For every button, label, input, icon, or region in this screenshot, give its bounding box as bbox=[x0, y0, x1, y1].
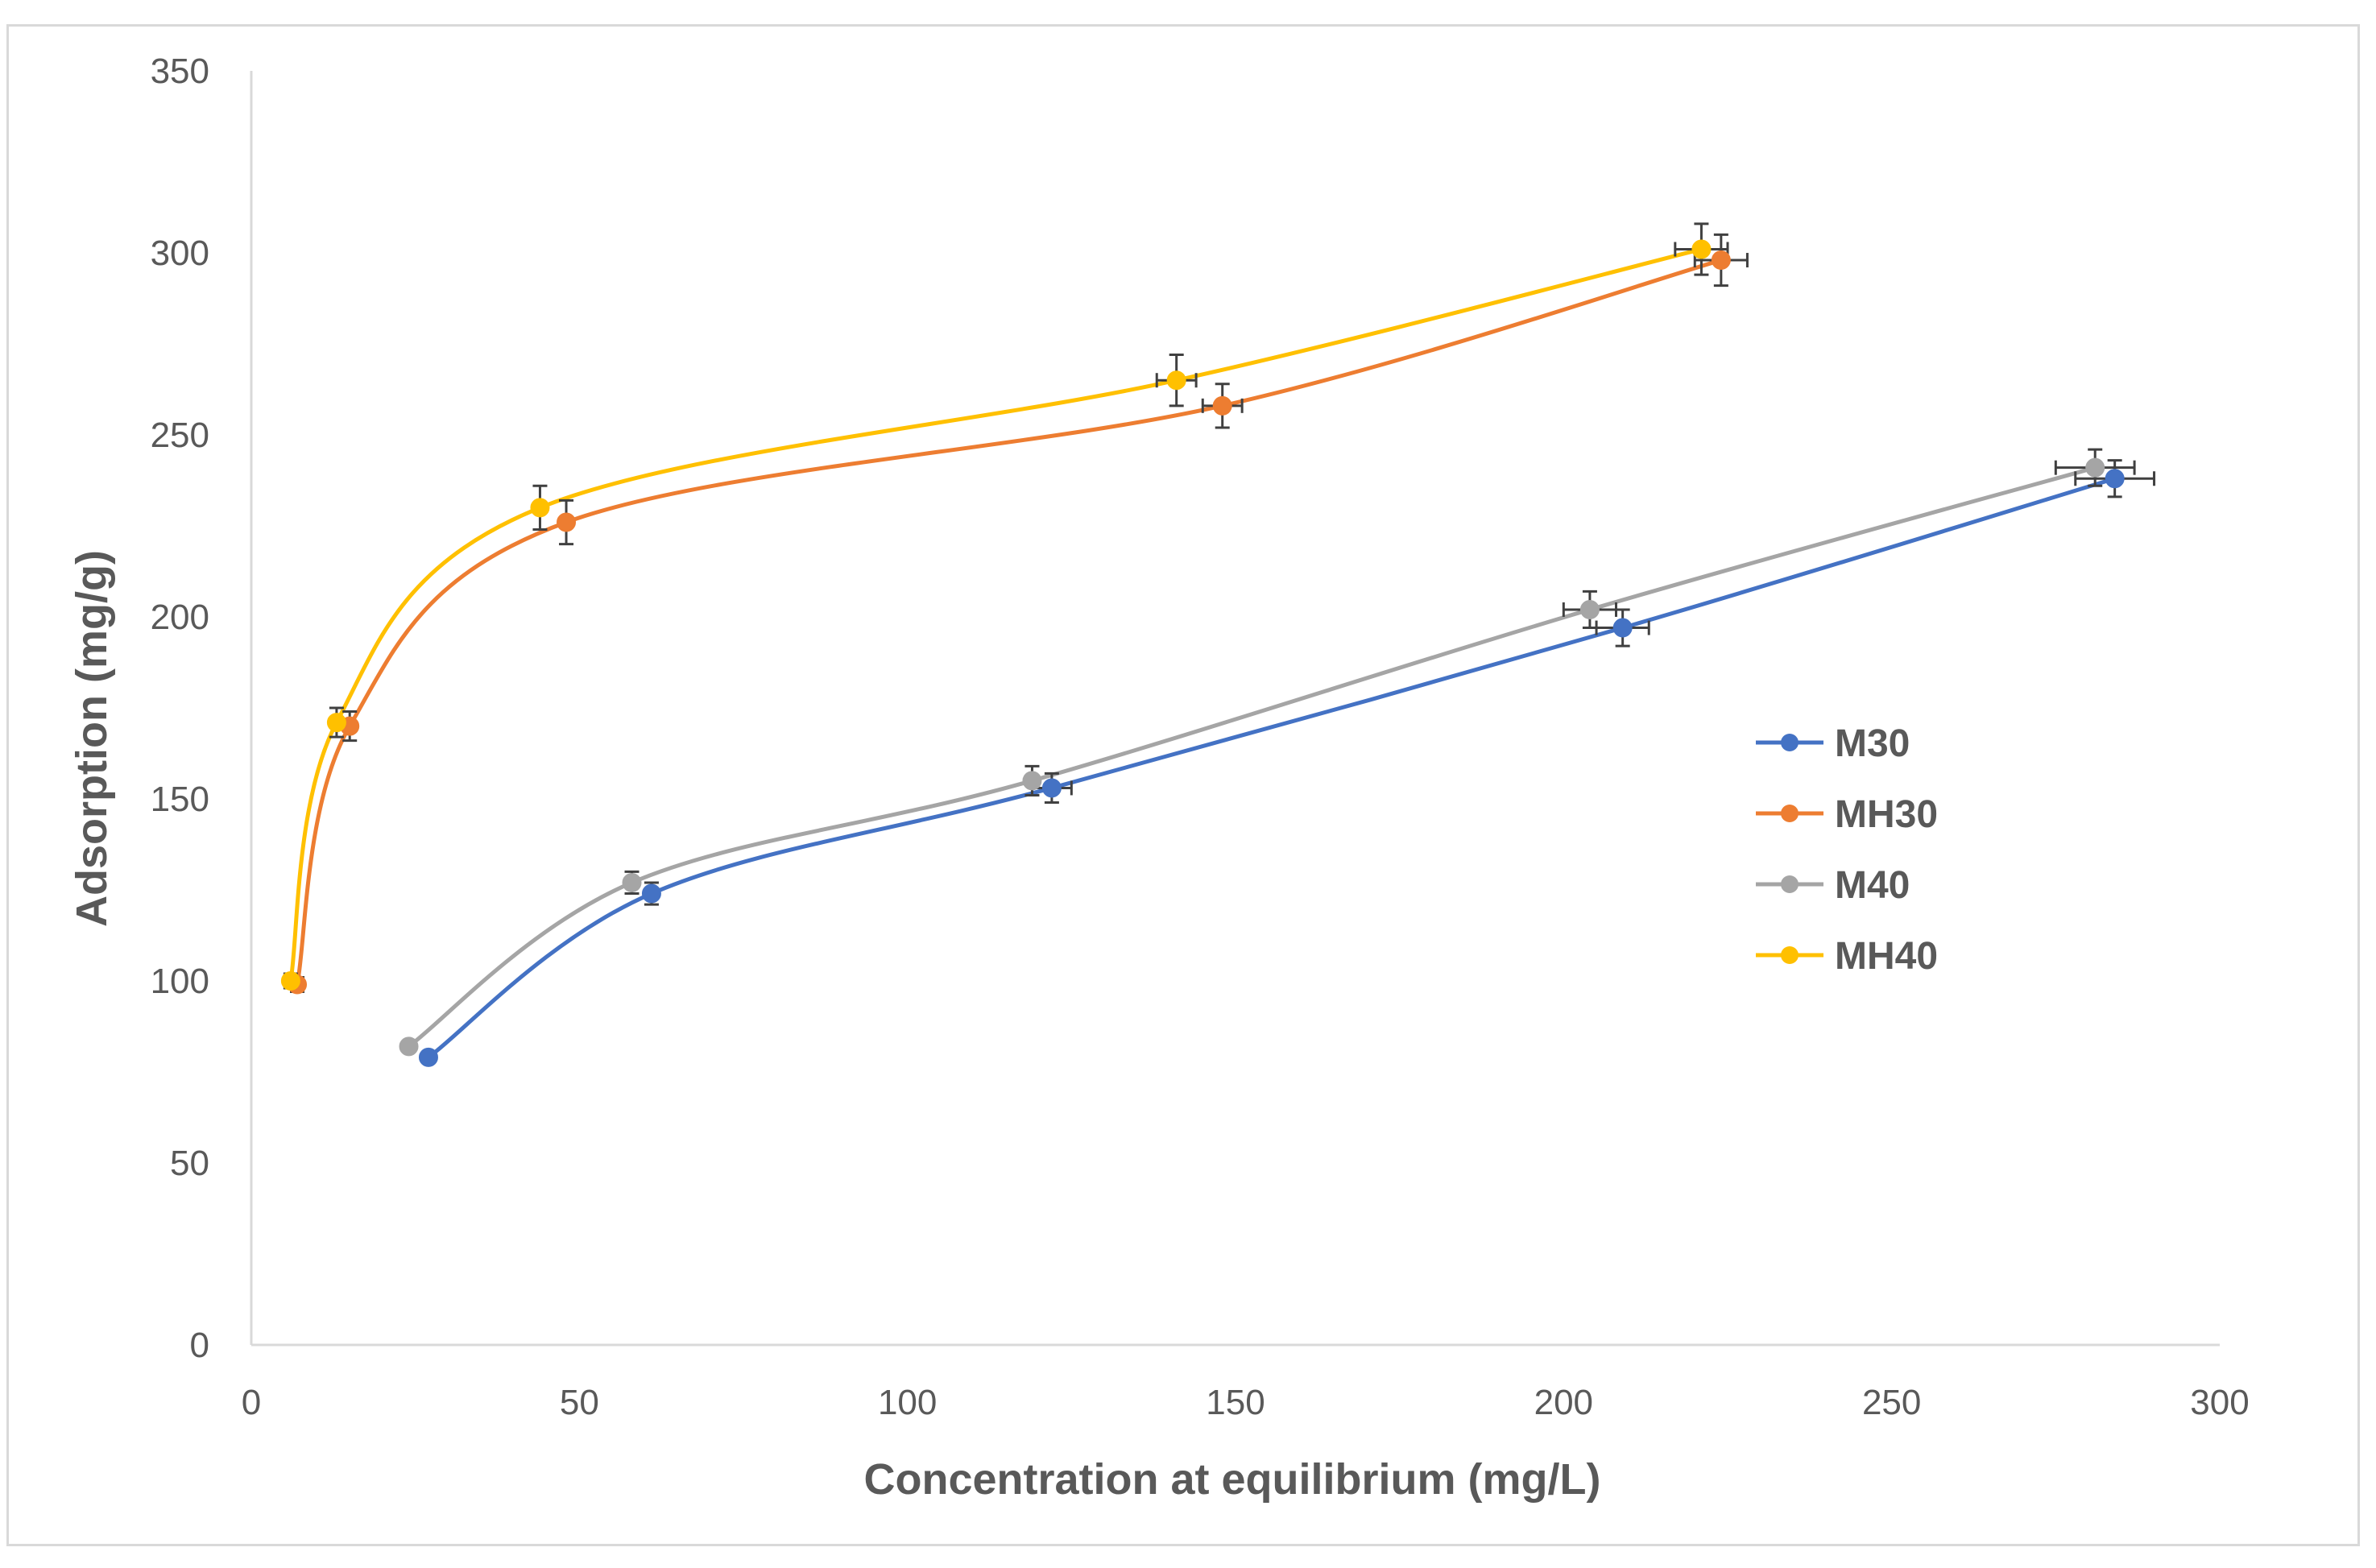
x-tick-label: 150 bbox=[1206, 1383, 1265, 1422]
data-point-m40 bbox=[2085, 457, 2105, 478]
series-line-m30 bbox=[426, 476, 2117, 1060]
data-point-m40 bbox=[399, 1036, 419, 1057]
series-line-mh30 bbox=[295, 258, 1724, 987]
x-tick-label: 100 bbox=[878, 1383, 937, 1422]
data-point-m30 bbox=[2105, 469, 2125, 489]
x-tick-label: 300 bbox=[2190, 1383, 2249, 1422]
data-point-mh40 bbox=[1691, 239, 1712, 259]
data-point-m40 bbox=[1579, 599, 1600, 619]
data-point-m30 bbox=[418, 1047, 438, 1067]
data-point-m40 bbox=[1022, 771, 1042, 791]
legend-item-mh30: MH30 bbox=[1756, 793, 1938, 836]
legend-label-m30: M30 bbox=[1835, 722, 1910, 765]
data-point-mh40 bbox=[1166, 370, 1186, 391]
data-point-mh30 bbox=[1711, 250, 1731, 271]
y-tick-label: 0 bbox=[190, 1326, 209, 1365]
series-line-m40 bbox=[407, 465, 2097, 1049]
legend-item-mh40: MH40 bbox=[1756, 935, 1938, 978]
y-tick-label: 100 bbox=[151, 962, 209, 1001]
x-tick-label: 0 bbox=[242, 1383, 261, 1422]
data-point-mh40 bbox=[326, 713, 346, 733]
data-point-mh40 bbox=[530, 498, 550, 518]
legend-label-m40: M40 bbox=[1835, 864, 1910, 907]
data-point-mh30 bbox=[1212, 395, 1232, 416]
legend-label-mh30: MH30 bbox=[1835, 793, 1938, 836]
axes bbox=[250, 71, 2220, 1347]
legend-marker-m40 bbox=[1781, 875, 1799, 893]
x-tick-label: 200 bbox=[1534, 1383, 1593, 1422]
data-point-m30 bbox=[641, 883, 661, 904]
data-point-m30 bbox=[1612, 618, 1633, 638]
chart-area bbox=[6, 24, 2360, 1546]
tick-labels: 0 50 100 150 200 250 300 0 50 100 150 200 250 300 350 bbox=[151, 52, 2250, 1422]
x-tick-label: 50 bbox=[560, 1383, 599, 1422]
legend: M30 MH30 M40 MH40 bbox=[1756, 722, 1938, 978]
data-point-mh30 bbox=[557, 512, 577, 532]
y-tick-label: 250 bbox=[151, 416, 209, 455]
legend-marker-mh40 bbox=[1781, 946, 1799, 964]
x-tick-label: 250 bbox=[1862, 1383, 1921, 1422]
y-axis-title: Adsorption (mg/g) bbox=[68, 550, 116, 927]
data-point-mh40 bbox=[280, 971, 300, 991]
series-line-mh40 bbox=[288, 246, 1703, 983]
legend-marker-m30 bbox=[1781, 734, 1799, 751]
data-points bbox=[280, 239, 2125, 1067]
x-axis-title: Concentration at equilibrium (mg/L) bbox=[864, 1455, 1601, 1504]
legend-item-m40: M40 bbox=[1756, 864, 1910, 907]
y-tick-label: 300 bbox=[151, 234, 209, 273]
y-tick-label: 200 bbox=[151, 598, 209, 637]
data-point-m40 bbox=[622, 872, 642, 892]
legend-marker-mh30 bbox=[1781, 805, 1799, 822]
data-point-m30 bbox=[1041, 778, 1062, 798]
legend-item-m30: M30 bbox=[1756, 722, 1910, 765]
y-tick-label: 50 bbox=[170, 1144, 209, 1183]
legend-label-mh40: MH40 bbox=[1835, 935, 1938, 978]
y-tick-label: 150 bbox=[151, 780, 209, 819]
series-lines bbox=[288, 246, 2117, 1060]
y-tick-label: 350 bbox=[151, 52, 209, 91]
